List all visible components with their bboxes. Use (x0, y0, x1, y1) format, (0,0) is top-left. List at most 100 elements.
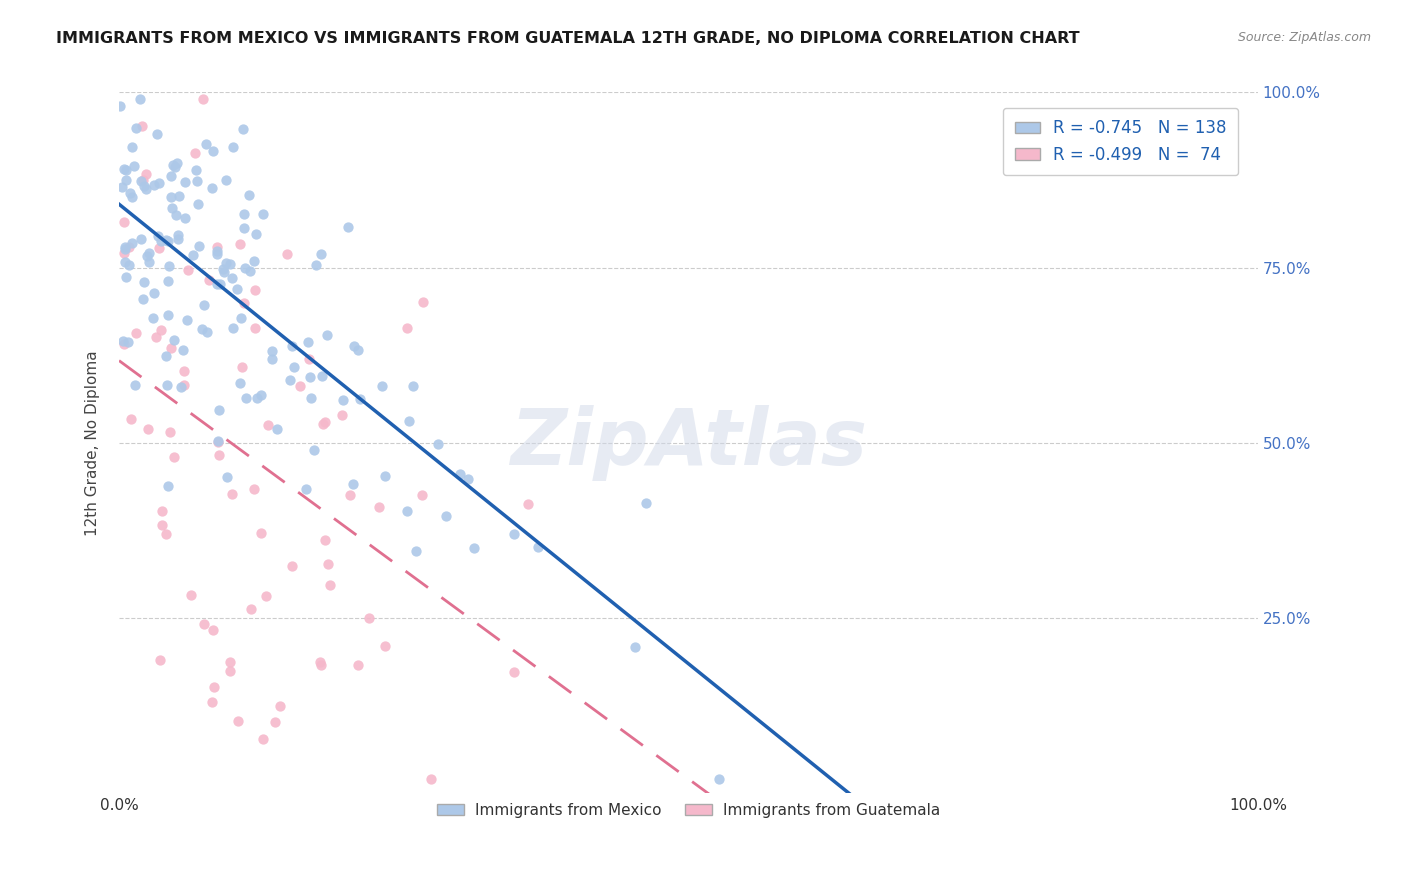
Point (131, 174, 153, 188)
Text: IMMIGRANTS FROM MEXICO VS IMMIGRANTS FROM GUATEMALA 12TH GRADE, NO DIPLOMA CORRE: IMMIGRANTS FROM MEXICO VS IMMIGRANTS FRO… (56, 31, 1080, 46)
Point (332, 393, 354, 408)
Point (202, 680, 225, 694)
Point (207, 434, 229, 449)
Point (226, 283, 249, 297)
Point (250, 526, 273, 541)
Point (143, 286, 166, 301)
Point (374, 639, 396, 653)
Point (281, 558, 304, 573)
Point (434, 508, 457, 523)
Point (463, 541, 485, 555)
Point (235, 392, 257, 406)
Point (343, 339, 366, 353)
Point (121, 235, 143, 250)
Point (124, 159, 146, 173)
Point (157, 275, 180, 289)
Point (129, 232, 152, 246)
Point (233, 260, 256, 275)
Point (170, 380, 193, 394)
Point (405, 544, 427, 558)
Point (398, 414, 420, 428)
Point (212, 265, 235, 279)
Point (246, 391, 269, 405)
Point (156, 377, 179, 392)
Point (426, 437, 449, 451)
Point (238, 187, 260, 202)
Point (134, 275, 156, 289)
Point (186, 173, 208, 187)
Point (187, 239, 209, 253)
Point (222, 321, 245, 335)
Point (156, 479, 179, 493)
Point (412, 295, 434, 310)
Point (419, 772, 441, 787)
Point (155, 527, 177, 541)
Point (319, 577, 342, 591)
Point (254, 589, 277, 603)
Point (239, 264, 262, 278)
Point (314, 415, 336, 429)
Point (395, 504, 418, 518)
Point (125, 326, 148, 340)
Point (148, 241, 170, 255)
Point (124, 120, 146, 135)
Point (115, 163, 138, 178)
Point (207, 435, 229, 450)
Point (457, 472, 479, 486)
Point (138, 246, 160, 260)
Point (201, 180, 224, 194)
Point (367, 500, 389, 515)
Point (260, 343, 283, 358)
Point (280, 373, 302, 387)
Point (201, 695, 224, 709)
Point (120, 412, 142, 426)
Point (252, 207, 274, 221)
Point (145, 330, 167, 344)
Point (166, 156, 188, 170)
Point (208, 448, 231, 462)
Point (156, 308, 179, 322)
Point (232, 207, 254, 221)
Point (142, 178, 165, 193)
Point (269, 698, 291, 713)
Legend: Immigrants from Mexico, Immigrants from Guatemala: Immigrants from Mexico, Immigrants from … (430, 797, 946, 824)
Point (173, 211, 195, 226)
Point (624, 640, 647, 655)
Point (502, 527, 524, 541)
Point (229, 311, 252, 326)
Point (152, 504, 174, 518)
Point (163, 333, 186, 347)
Point (252, 732, 274, 747)
Point (217, 470, 239, 484)
Point (172, 343, 194, 357)
Point (208, 403, 231, 417)
Point (124, 377, 146, 392)
Point (232, 295, 254, 310)
Point (115, 269, 138, 284)
Point (219, 257, 242, 271)
Point (205, 277, 228, 291)
Point (132, 292, 155, 306)
Point (297, 334, 319, 349)
Point (167, 232, 190, 246)
Point (132, 178, 155, 193)
Point (114, 255, 136, 269)
Point (229, 236, 252, 251)
Text: Source: ZipAtlas.com: Source: ZipAtlas.com (1237, 31, 1371, 45)
Point (242, 482, 264, 496)
Point (298, 351, 321, 366)
Point (276, 247, 298, 261)
Point (309, 657, 332, 672)
Point (257, 417, 280, 432)
Point (150, 517, 173, 532)
Point (312, 417, 335, 432)
Point (349, 392, 371, 406)
Point (634, 496, 657, 510)
Point (132, 173, 155, 187)
Point (212, 261, 235, 276)
Point (135, 167, 157, 181)
Point (117, 335, 139, 350)
Point (197, 273, 219, 287)
Point (347, 657, 370, 672)
Point (184, 163, 207, 178)
